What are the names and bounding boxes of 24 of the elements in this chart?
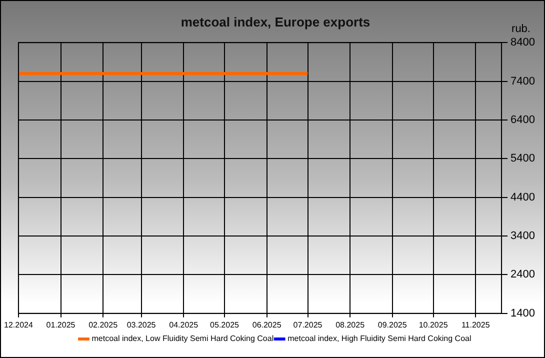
x-tick-label: 02.2025 [88, 320, 118, 330]
x-tick-label: 01.2025 [46, 320, 76, 330]
x-tick-label: 07.2025 [293, 320, 323, 330]
x-tick-label: 12.2024 [4, 320, 34, 330]
y-tick-label: 8400 [510, 36, 536, 49]
y-tick-label: 3400 [510, 230, 536, 242]
y-tick-label: 4400 [510, 191, 536, 204]
x-tick-label: 05.2025 [210, 320, 240, 330]
x-tick-label: 11.2025 [461, 320, 490, 330]
y-tick-label: 7400 [510, 75, 536, 88]
y-axis-title: rub. [512, 23, 530, 36]
y-tick-label: 5400 [510, 152, 536, 165]
y-tick-label: 6400 [510, 114, 536, 126]
chart-title: metcoal index, Europe exports [180, 14, 370, 30]
legend-label: metcoal index, Low Fluidity Semi Hard Coking Coal [92, 334, 274, 344]
x-tick-label: 08.2025 [336, 320, 366, 330]
legend-label: metcoal index, High Fluidity Semi Hard Coking Coal [288, 334, 472, 344]
x-tick-label: 04.2025 [169, 320, 199, 330]
y-tick-label: 1400 [510, 307, 536, 320]
x-tick-label: 03.2025 [126, 320, 156, 330]
x-tick-label: 09.2025 [378, 320, 408, 330]
x-tick-label: 10.2025 [418, 320, 448, 330]
y-tick-label: 2400 [510, 268, 536, 281]
x-tick-label: 06.2025 [252, 320, 282, 330]
